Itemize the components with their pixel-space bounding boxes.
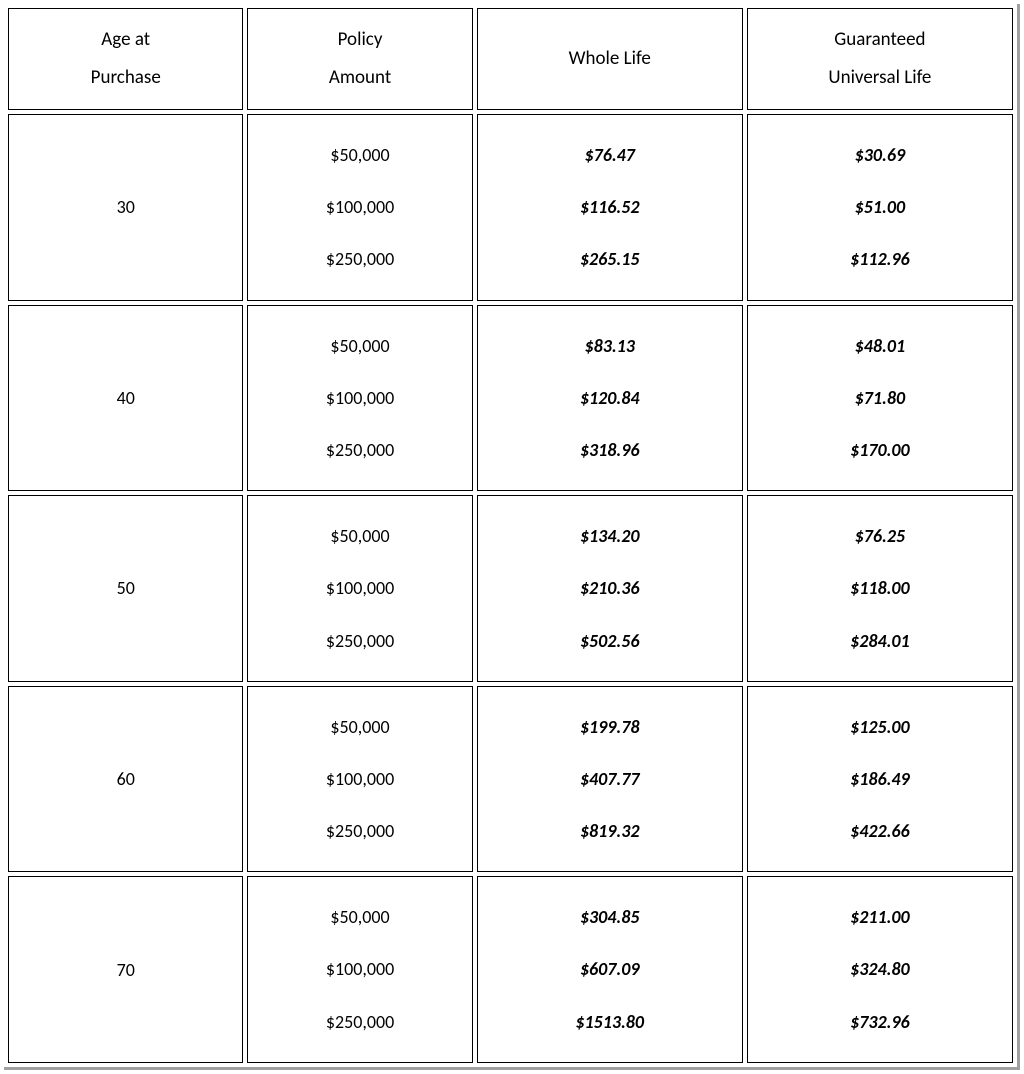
table-body: 30 $50,000 $100,000 $250,000 $76.47 $116…	[8, 114, 1013, 1063]
table-row: 70 $50,000 $100,000 $250,000 $304.85 $60…	[8, 876, 1013, 1063]
policy-amount-cell: $50,000 $100,000 $250,000	[247, 876, 472, 1063]
whole-life-cell: $304.85 $607.09 $1513.80	[477, 876, 743, 1063]
age-cell: 70	[8, 876, 243, 1063]
table-row: 40 $50,000 $100,000 $250,000 $83.13 $120…	[8, 305, 1013, 492]
table-row: 30 $50,000 $100,000 $250,000 $76.47 $116…	[8, 114, 1013, 301]
table-header-row: Age at Purchase Policy Amount Whole Life…	[8, 8, 1013, 110]
age-cell: 60	[8, 686, 243, 873]
gul-cell: $211.00 $324.80 $732.96	[747, 876, 1013, 1063]
gul-cell: $76.25 $118.00 $284.01	[747, 495, 1013, 682]
insurance-comparison-table: Age at Purchase Policy Amount Whole Life…	[4, 4, 1017, 1067]
age-cell: 50	[8, 495, 243, 682]
whole-life-cell: $199.78 $407.77 $819.32	[477, 686, 743, 873]
gul-cell: $125.00 $186.49 $422.66	[747, 686, 1013, 873]
gul-cell: $48.01 $71.80 $170.00	[747, 305, 1013, 492]
col-header-age: Age at Purchase	[8, 8, 243, 110]
whole-life-cell: $134.20 $210.36 $502.56	[477, 495, 743, 682]
insurance-table-container: Age at Purchase Policy Amount Whole Life…	[4, 4, 1020, 1070]
whole-life-cell: $83.13 $120.84 $318.96	[477, 305, 743, 492]
policy-amount-cell: $50,000 $100,000 $250,000	[247, 305, 472, 492]
age-cell: 30	[8, 114, 243, 301]
table-row: 50 $50,000 $100,000 $250,000 $134.20 $21…	[8, 495, 1013, 682]
policy-amount-cell: $50,000 $100,000 $250,000	[247, 114, 472, 301]
age-cell: 40	[8, 305, 243, 492]
col-header-whole-life: Whole Life	[477, 8, 743, 110]
whole-life-cell: $76.47 $116.52 $265.15	[477, 114, 743, 301]
col-header-gul: Guaranteed Universal Life	[747, 8, 1013, 110]
policy-amount-cell: $50,000 $100,000 $250,000	[247, 686, 472, 873]
policy-amount-cell: $50,000 $100,000 $250,000	[247, 495, 472, 682]
table-row: 60 $50,000 $100,000 $250,000 $199.78 $40…	[8, 686, 1013, 873]
col-header-policy: Policy Amount	[247, 8, 472, 110]
gul-cell: $30.69 $51.00 $112.96	[747, 114, 1013, 301]
